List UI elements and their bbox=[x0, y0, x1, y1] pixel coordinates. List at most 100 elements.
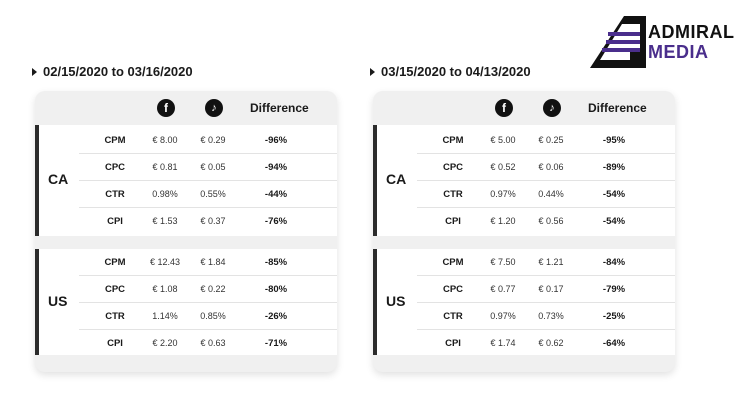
date-range-text: 02/15/2020 to 03/16/2020 bbox=[43, 64, 193, 79]
country-block-ca: CA CPM € 5.00 € 0.25 -95% CPC € 0.52 € 0.06 -89%… bbox=[373, 125, 675, 236]
tiktok-value-cell: € 0.37 bbox=[200, 216, 226, 226]
difference-cell: -44% bbox=[264, 189, 288, 200]
difference-cell: -79% bbox=[602, 284, 626, 295]
difference-cell: -71% bbox=[264, 338, 288, 349]
tiktok-icon: ♪ bbox=[205, 99, 223, 117]
facebook-icon: f bbox=[495, 99, 513, 117]
difference-cell: -84% bbox=[602, 257, 626, 268]
country-block-us: US CPM € 12.43 € 1.84 -85% CPC € 1.08 € 0.22 -80… bbox=[35, 249, 337, 355]
tiktok-value-cell: € 0.17 bbox=[538, 284, 564, 294]
facebook-value-cell: € 1.53 bbox=[152, 216, 178, 226]
facebook-value-cell: € 7.50 bbox=[490, 257, 516, 267]
tiktok-value-cell: 0.55% bbox=[200, 189, 226, 199]
metric-cell: CTR bbox=[105, 189, 125, 200]
difference-cell: -80% bbox=[264, 284, 288, 295]
metric-cell: CTR bbox=[443, 311, 463, 322]
difference-cell: -25% bbox=[602, 311, 626, 322]
table-row: CPC € 1.08 € 0.22 -80% bbox=[79, 276, 337, 303]
facebook-value-cell: 0.97% bbox=[490, 311, 516, 321]
table-header: f ♪ Difference bbox=[373, 91, 675, 125]
metrics-table: f ♪ Difference CA CPM € 8.00 € 0.29 -96% CPC € 0.… bbox=[35, 91, 337, 372]
table-row: CPC € 0.52 € 0.06 -89% bbox=[417, 154, 675, 181]
metric-cell: CPM bbox=[104, 135, 126, 146]
table-row: CPM € 8.00 € 0.29 -96% bbox=[79, 127, 337, 154]
table-row: CPM € 12.43 € 1.84 -85% bbox=[79, 249, 337, 276]
metric-cell: CTR bbox=[105, 311, 125, 322]
metric-cell: CPI bbox=[445, 216, 461, 227]
facebook-value-cell: € 0.52 bbox=[490, 162, 516, 172]
tiktok-value-cell: € 0.05 bbox=[200, 162, 226, 172]
tiktok-value-cell: € 1.21 bbox=[538, 257, 564, 267]
facebook-value-cell: € 5.00 bbox=[490, 135, 516, 145]
difference-cell: -96% bbox=[264, 135, 288, 146]
country-block-ca: CA CPM € 8.00 € 0.29 -96% CPC € 0.81 € 0.05 -94%… bbox=[35, 125, 337, 236]
country-accent-bar bbox=[373, 249, 377, 355]
metric-cell: CPC bbox=[442, 162, 464, 173]
country-accent-bar bbox=[35, 125, 39, 236]
difference-cell: -26% bbox=[264, 311, 288, 322]
difference-cell: -64% bbox=[602, 338, 626, 349]
country-accent-bar bbox=[35, 249, 39, 355]
table-row: CPI € 2.20 € 0.63 -71% bbox=[79, 330, 337, 357]
date-range-text: 03/15/2020 to 04/13/2020 bbox=[381, 64, 531, 79]
country-label: CA bbox=[386, 171, 407, 187]
metric-cell: CPC bbox=[104, 284, 126, 295]
facebook-value-cell: € 2.20 bbox=[152, 338, 178, 348]
triangle-bullet-icon bbox=[370, 67, 375, 76]
table-row: CTR 1.14% 0.85% -26% bbox=[79, 303, 337, 330]
logo-text-admiral: ADMIRAL bbox=[648, 22, 735, 42]
metric-cell: CPI bbox=[107, 216, 123, 227]
difference-cell: -85% bbox=[264, 257, 288, 268]
facebook-value-cell: 1.14% bbox=[152, 311, 178, 321]
admiral-media-logo: ADMIRAL MEDIA bbox=[586, 14, 742, 70]
tiktok-value-cell: € 0.62 bbox=[538, 338, 564, 348]
metric-cell: CPI bbox=[107, 338, 123, 349]
tiktok-value-cell: € 0.56 bbox=[538, 216, 564, 226]
table-row: CPC € 0.81 € 0.05 -94% bbox=[79, 154, 337, 181]
facebook-value-cell: € 12.43 bbox=[149, 257, 181, 267]
country-label: CA bbox=[48, 171, 69, 187]
tiktok-value-cell: € 0.63 bbox=[200, 338, 226, 348]
facebook-value-cell: 0.97% bbox=[490, 189, 516, 199]
facebook-value-cell: € 0.77 bbox=[490, 284, 516, 294]
country-accent-bar bbox=[373, 125, 377, 236]
difference-cell: -94% bbox=[264, 162, 288, 173]
date-range-right: 03/15/2020 to 04/13/2020 bbox=[370, 64, 531, 79]
difference-cell: -54% bbox=[602, 216, 626, 227]
country-label: US bbox=[48, 293, 68, 309]
metric-cell: CPM bbox=[104, 257, 126, 268]
tiktok-icon: ♪ bbox=[543, 99, 561, 117]
table-row: CPM € 7.50 € 1.21 -84% bbox=[417, 249, 675, 276]
facebook-value-cell: € 1.74 bbox=[490, 338, 516, 348]
table-row: CPC € 0.77 € 0.17 -79% bbox=[417, 276, 675, 303]
difference-cell: -76% bbox=[264, 216, 288, 227]
country-block-us: US CPM € 7.50 € 1.21 -84% CPC € 0.77 € 0.17 -79%… bbox=[373, 249, 675, 355]
tiktok-value-cell: 0.44% bbox=[538, 189, 564, 199]
facebook-value-cell: € 8.00 bbox=[152, 135, 178, 145]
table-row: CPI € 1.20 € 0.56 -54% bbox=[417, 208, 675, 235]
logo-text-media: MEDIA bbox=[648, 42, 709, 62]
difference-header: Difference bbox=[250, 101, 309, 115]
tiktok-value-cell: € 0.25 bbox=[538, 135, 564, 145]
tiktok-value-cell: € 1.84 bbox=[200, 257, 226, 267]
metric-cell: CPM bbox=[442, 257, 464, 268]
table-header: f ♪ Difference bbox=[35, 91, 337, 125]
table-row: CPI € 1.74 € 0.62 -64% bbox=[417, 330, 675, 357]
tiktok-value-cell: € 0.29 bbox=[200, 135, 226, 145]
metric-cell: CTR bbox=[443, 189, 463, 200]
facebook-value-cell: 0.98% bbox=[152, 189, 178, 199]
difference-cell: -54% bbox=[602, 189, 626, 200]
metrics-table: f ♪ Difference CA CPM € 5.00 € 0.25 -95% CPC € 0.… bbox=[373, 91, 675, 372]
difference-cell: -89% bbox=[602, 162, 626, 173]
facebook-value-cell: € 1.20 bbox=[490, 216, 516, 226]
logo-flag-icon bbox=[590, 16, 646, 68]
tiktok-value-cell: 0.85% bbox=[200, 311, 226, 321]
table-row: CPM € 5.00 € 0.25 -95% bbox=[417, 127, 675, 154]
table-row: CTR 0.97% 0.73% -25% bbox=[417, 303, 675, 330]
difference-cell: -95% bbox=[602, 135, 626, 146]
facebook-value-cell: € 1.08 bbox=[152, 284, 178, 294]
table-row: CTR 0.98% 0.55% -44% bbox=[79, 181, 337, 208]
tiktok-value-cell: 0.73% bbox=[538, 311, 564, 321]
date-range-left: 02/15/2020 to 03/16/2020 bbox=[32, 64, 193, 79]
metric-cell: CPC bbox=[104, 162, 126, 173]
